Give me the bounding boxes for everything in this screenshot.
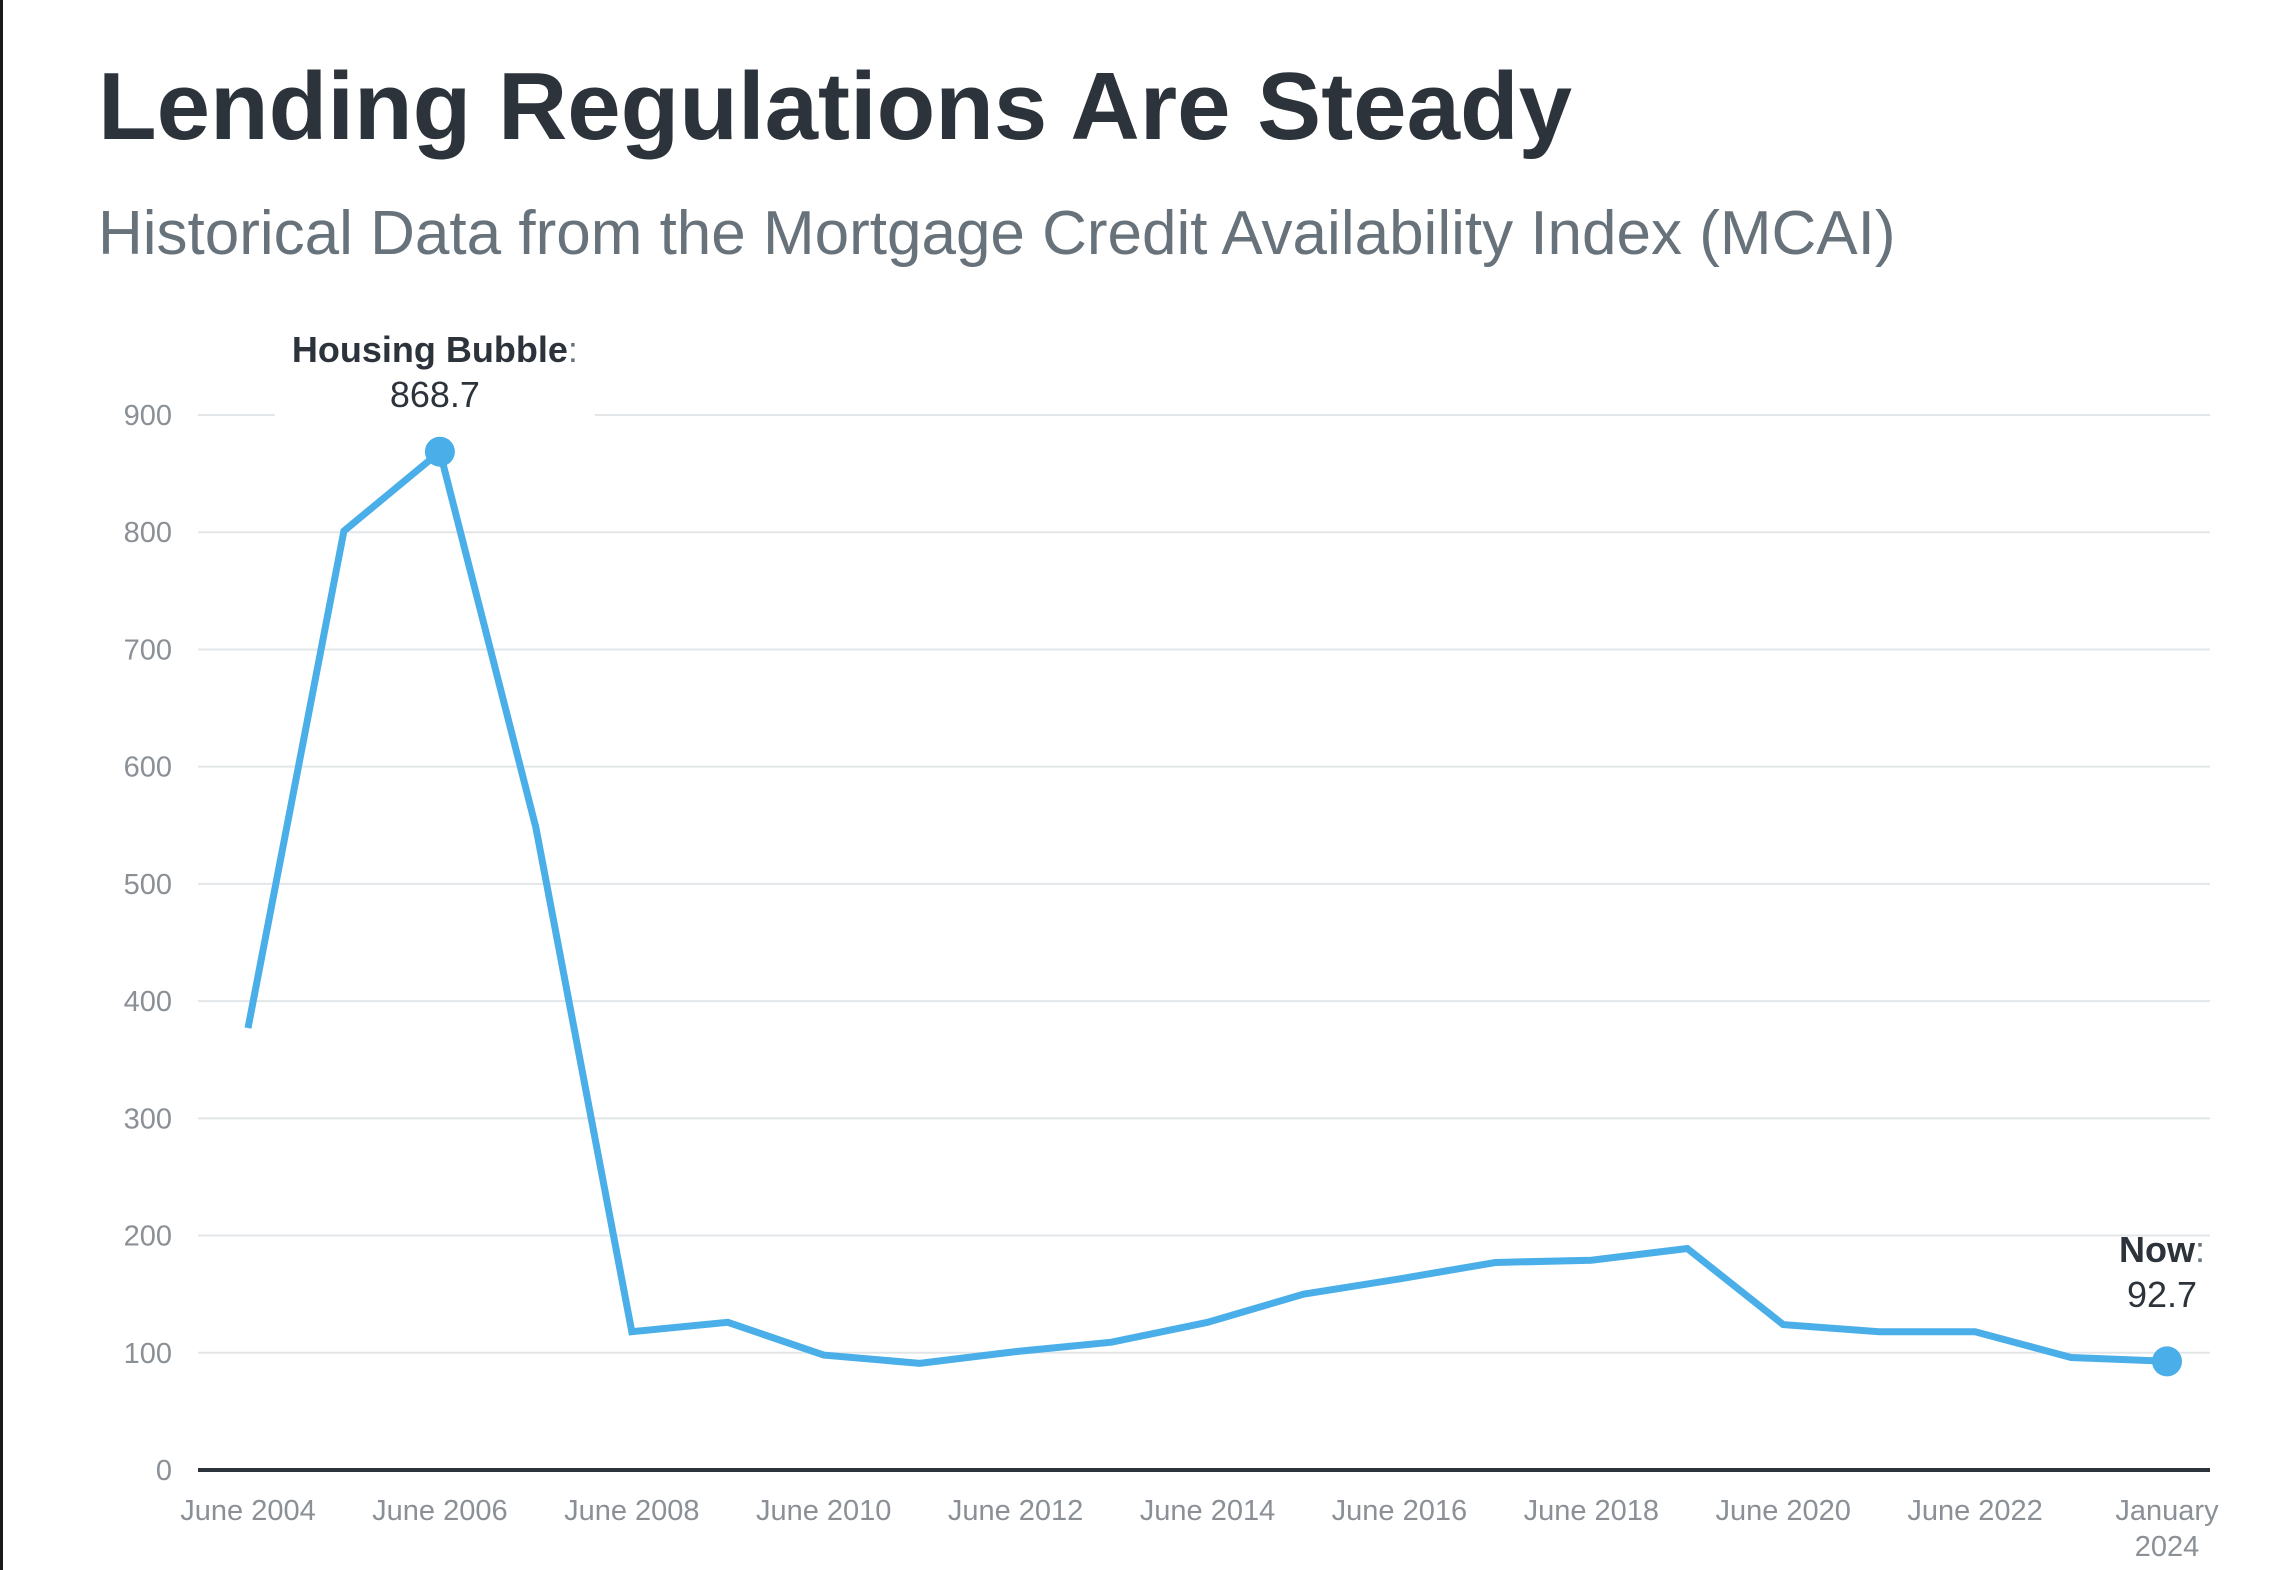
- annotation-bg: [274, 322, 595, 417]
- x-tick-label: June 2006: [372, 1495, 507, 1527]
- annotations: Housing Bubble:868.7 Now:92.7: [274, 322, 2205, 1377]
- x-tick-label: June 2004: [180, 1495, 315, 1527]
- chart-title: Lending Regulations Are Steady: [98, 53, 1572, 160]
- y-axis-tick-labels: 0 100 200 300 400 500 600 700 800 900: [124, 400, 172, 1487]
- y-tick-label: 200: [124, 1221, 172, 1253]
- y-tick-label: 600: [124, 752, 172, 784]
- x-tick-label: June 2010: [756, 1495, 891, 1527]
- y-tick-label: 500: [124, 869, 172, 901]
- x-axis-tick-labels: June 2004 June 2006 June 2008 June 2010 June…: [180, 1495, 2219, 1563]
- series-line: [244, 445, 2168, 1367]
- x-tick-label: June 2014: [1140, 1495, 1275, 1527]
- x-tick-label: June 2022: [1907, 1495, 2042, 1527]
- x-tick-label: June 2012: [948, 1495, 1083, 1527]
- annotation-title: Housing Bubble:: [292, 329, 578, 370]
- x-tick-label: June 2020: [1715, 1495, 1850, 1527]
- y-tick-label: 0: [156, 1455, 172, 1487]
- y-tick-label: 800: [124, 517, 172, 549]
- annotation-marker: [2152, 1346, 2182, 1377]
- x-tick-label: June 2016: [1332, 1495, 1467, 1527]
- chart-subtitle: Historical Data from the Mortgage Credit…: [98, 199, 1896, 268]
- x-tick-label: January 2024: [2115, 1495, 2219, 1563]
- y-tick-label: 700: [124, 634, 172, 666]
- series-mcai: [244, 445, 2168, 1367]
- left-border: [0, 0, 3, 1570]
- x-tick-label: June 2018: [1524, 1495, 1659, 1527]
- y-tick-label: 400: [124, 986, 172, 1018]
- annotation-title: Now:: [2119, 1229, 2205, 1270]
- annotation-value: 92.7: [2127, 1274, 2197, 1315]
- gridlines: [198, 414, 2210, 1354]
- annotation-marker: [424, 436, 455, 467]
- y-tick-label: 300: [124, 1103, 172, 1135]
- y-tick-label: 900: [124, 400, 172, 432]
- y-tick-label: 100: [124, 1338, 172, 1370]
- annotation-value: 868.7: [390, 374, 480, 415]
- x-tick-label: June 2008: [564, 1495, 699, 1527]
